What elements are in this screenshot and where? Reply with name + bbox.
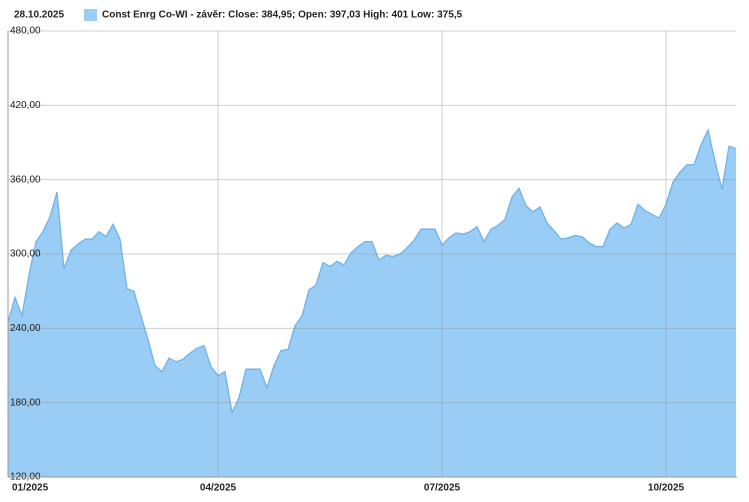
legend-swatch [84,9,97,21]
y-tick-label: 480,00 [10,26,41,37]
x-tick-label: 01/2025 [12,483,49,494]
y-tick-label: 180,00 [10,397,41,408]
x-tick-label: 04/2025 [200,483,237,494]
y-tick-label: 240,00 [10,323,41,334]
y-tick-label: 360,00 [10,174,41,185]
x-tick-label: 10/2025 [648,483,685,494]
chart-date: 28.10.2025 [14,10,64,21]
y-tick-label: 420,00 [10,100,41,111]
area [8,130,736,477]
legend-label: Const Enrg Co-WI - závěr: Close: 384,95;… [102,10,463,21]
x-tick-label: 07/2025 [424,483,461,494]
y-tick-label: 300,00 [10,249,41,260]
line [7,128,737,415]
